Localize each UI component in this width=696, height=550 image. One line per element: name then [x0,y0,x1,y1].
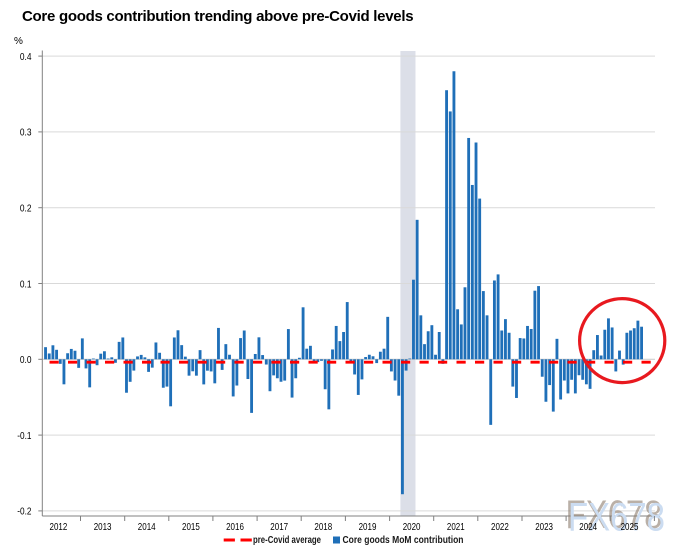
svg-text:2014: 2014 [138,522,156,533]
svg-text:2021: 2021 [447,522,465,533]
svg-text:2016: 2016 [226,522,244,533]
svg-text:2013: 2013 [94,522,112,533]
svg-text:FX678: FX678 [566,493,663,537]
svg-text:FX678: FX678 [568,496,665,540]
svg-text:-0.1: -0.1 [17,431,32,442]
svg-text:2017: 2017 [270,522,288,533]
svg-text:0.0: 0.0 [20,355,32,366]
svg-text:-0.2: -0.2 [17,507,32,518]
svg-text:2012: 2012 [50,522,68,533]
svg-text:2022: 2022 [491,522,509,533]
svg-text:0.2: 0.2 [20,204,32,215]
svg-text:2018: 2018 [314,522,332,533]
svg-text:0.4: 0.4 [20,52,32,63]
svg-text:2015: 2015 [182,522,200,533]
svg-text:pre-Covid average: pre-Covid average [253,535,321,546]
svg-text:0.1: 0.1 [20,279,32,290]
svg-text:2020: 2020 [403,522,421,533]
svg-text:2023: 2023 [535,522,553,533]
svg-text:Core goods MoM contribution: Core goods MoM contribution [343,535,464,546]
svg-text:2024: 2024 [579,522,597,533]
svg-text:2025: 2025 [621,522,639,533]
svg-text:2019: 2019 [359,522,377,533]
svg-text:0.3: 0.3 [20,128,32,139]
